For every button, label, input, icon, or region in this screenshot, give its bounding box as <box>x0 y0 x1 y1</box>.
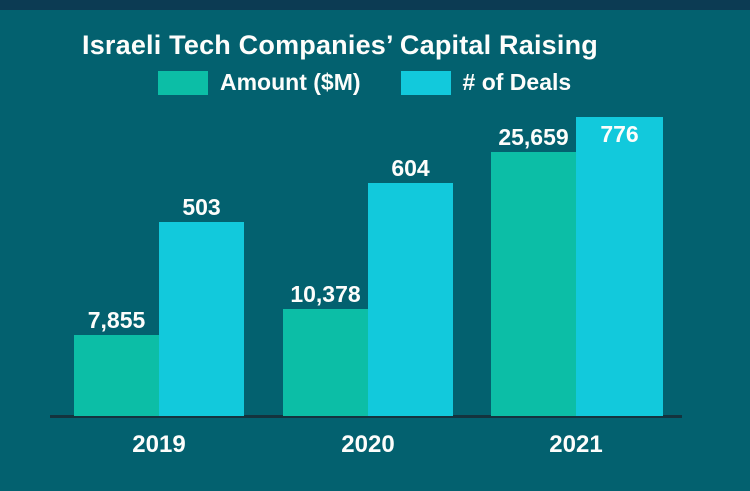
window-top-bar <box>0 0 750 10</box>
data-label-amount-2021: 25,659 <box>498 124 569 150</box>
legend-swatch-deals <box>400 70 451 95</box>
data-label-deals-2019: 503 <box>182 194 221 220</box>
legend-label-amount: Amount ($M) <box>220 69 361 95</box>
legend-item-amount: Amount ($M) <box>158 69 361 96</box>
x-tick-2021: 2021 <box>549 431 603 458</box>
bar-amount-2019 <box>74 335 159 416</box>
bar-deals-2019 <box>159 222 244 416</box>
data-label-deals-2020: 604 <box>391 155 430 181</box>
legend-swatch-amount <box>158 70 208 95</box>
chart-title: Israeli Tech Companies’ Capital Raising <box>82 30 598 60</box>
x-axis-baseline <box>50 415 682 418</box>
legend-label-deals: # of Deals <box>462 69 572 95</box>
bar-amount-2020 <box>283 309 368 416</box>
data-label-deals-2021: 776 <box>600 121 639 147</box>
data-label-amount-2020: 10,378 <box>290 281 361 307</box>
x-tick-2019: 2019 <box>132 431 186 458</box>
bar-amount-2021 <box>491 152 576 416</box>
x-tick-2020: 2020 <box>341 431 395 458</box>
data-label-amount-2019: 7,855 <box>87 307 146 333</box>
bar-deals-2020 <box>368 183 453 416</box>
legend-item-deals: # of Deals <box>400 69 572 96</box>
chart-legend: Amount ($M) # of Deals <box>158 69 571 96</box>
bar-deals-2021 <box>576 117 663 416</box>
